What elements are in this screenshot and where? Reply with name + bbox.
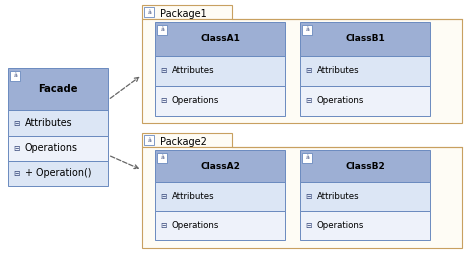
Bar <box>8 111 108 136</box>
Bar <box>155 182 285 211</box>
Bar <box>300 86 430 116</box>
FancyBboxPatch shape <box>157 25 167 35</box>
Text: Operations: Operations <box>317 221 365 230</box>
FancyBboxPatch shape <box>302 153 312 163</box>
Bar <box>300 22 430 56</box>
Text: â: â <box>306 27 310 32</box>
Bar <box>142 133 232 147</box>
Text: â: â <box>147 10 151 15</box>
Bar <box>8 136 108 161</box>
Bar <box>142 147 462 248</box>
Bar <box>300 182 430 211</box>
Bar <box>155 86 285 116</box>
Text: Operations: Operations <box>172 97 219 105</box>
Text: ClassA2: ClassA2 <box>200 162 240 171</box>
Bar <box>155 22 285 56</box>
Bar <box>155 150 285 182</box>
Text: â: â <box>161 155 164 160</box>
Text: ⊟: ⊟ <box>305 192 311 201</box>
Text: Facade: Facade <box>38 84 78 94</box>
Text: â: â <box>161 27 164 32</box>
Text: ⊟: ⊟ <box>13 169 19 178</box>
Text: Operations: Operations <box>172 221 219 230</box>
Text: + Operation(): + Operation() <box>25 168 91 178</box>
Text: ⊟: ⊟ <box>305 97 311 105</box>
Text: Attributes: Attributes <box>317 66 360 75</box>
Text: ⊟: ⊟ <box>160 192 166 201</box>
Text: Operations: Operations <box>25 143 78 153</box>
Text: Attributes: Attributes <box>317 192 360 201</box>
FancyBboxPatch shape <box>10 70 20 80</box>
Bar <box>155 211 285 240</box>
Text: ⊟: ⊟ <box>160 97 166 105</box>
Bar <box>300 56 430 86</box>
Text: Package2: Package2 <box>160 137 207 147</box>
Bar <box>300 211 430 240</box>
Bar <box>155 56 285 86</box>
Text: ⊟: ⊟ <box>13 144 19 153</box>
Text: Attributes: Attributes <box>172 66 215 75</box>
Text: ClassB1: ClassB1 <box>345 34 385 44</box>
Bar <box>8 161 108 186</box>
Text: ⊟: ⊟ <box>305 221 311 230</box>
Text: Package1: Package1 <box>160 9 207 19</box>
Text: ClassB2: ClassB2 <box>345 162 385 171</box>
Text: â: â <box>147 138 151 143</box>
Text: ⊟: ⊟ <box>160 66 166 75</box>
FancyBboxPatch shape <box>157 153 167 163</box>
Text: ⊟: ⊟ <box>13 119 19 127</box>
Text: Attributes: Attributes <box>172 192 215 201</box>
Bar <box>300 150 430 182</box>
Text: â: â <box>14 73 18 78</box>
Text: ClassA1: ClassA1 <box>200 34 240 44</box>
FancyBboxPatch shape <box>302 25 312 35</box>
Text: ⊟: ⊟ <box>160 221 166 230</box>
FancyBboxPatch shape <box>145 135 155 145</box>
Text: ⊟: ⊟ <box>305 66 311 75</box>
Bar <box>142 5 232 19</box>
FancyBboxPatch shape <box>145 7 155 17</box>
Text: Attributes: Attributes <box>25 118 73 128</box>
Bar <box>142 19 462 123</box>
Text: â: â <box>306 155 310 160</box>
Text: Operations: Operations <box>317 97 365 105</box>
Bar <box>8 68 108 111</box>
